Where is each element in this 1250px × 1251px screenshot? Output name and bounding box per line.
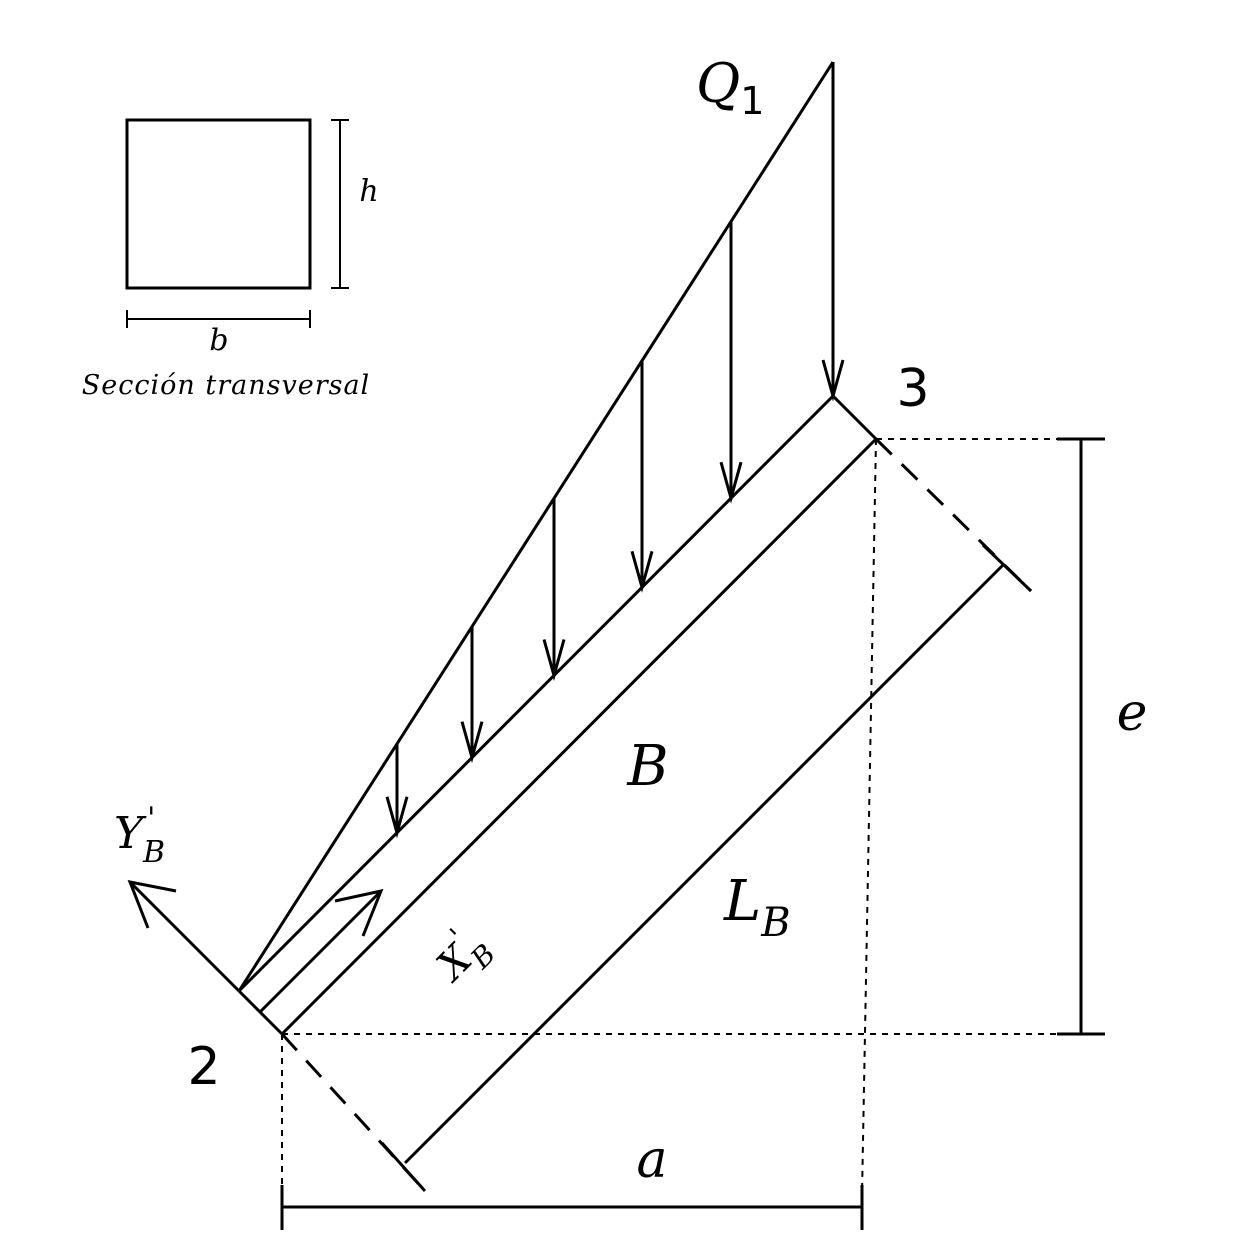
cross-section: h b Sección transversal [82,118,379,401]
member-length-label: LB [723,869,791,946]
load-subscript: 1 [740,79,764,123]
load-arrows [385,221,743,839]
node-3-label: 3 [896,359,929,419]
length-dimension [280,437,1033,1193]
local-y-axis-label: YB' [114,801,165,870]
horizontal-dimension: a [280,1130,864,1230]
height-label: h [359,174,378,209]
cross-section-rectangle [125,118,312,290]
cross-section-caption: Sección transversal [82,370,370,401]
local-y-axis-prime: ' [147,801,155,836]
distributed-load [237,61,845,992]
horizontal-dimension-label: a [636,1130,667,1190]
local-y-axis-name: Y [114,808,147,859]
node-2-label: 2 [187,1037,220,1097]
local-x-arrowhead [334,888,384,937]
member-length-name: L [723,869,761,934]
load-envelope-line [237,61,835,992]
vertical-dimension-label: e [1117,683,1148,743]
local-x-axis-label: XB' [419,915,502,998]
member-length-subscript: B [760,900,790,946]
beam-top-edge [237,394,835,993]
vertical-dimension: e [1057,437,1148,1036]
length-dimension-line [403,563,1005,1165]
base-label: b [209,323,228,358]
beam-end-cap-3 [831,394,878,441]
projection-lines [281,438,1060,1200]
local-x-axis-line [258,889,383,1014]
load-name: Q [696,52,740,115]
local-y-arrowhead [127,880,177,929]
length-tick-2 [380,1141,427,1193]
member-label: B [626,734,668,799]
projection-vertical-right [861,438,877,1196]
beam-bottom-edge [280,437,878,1036]
local-y-axis-line [128,880,241,993]
length-tick-3 [981,543,1033,593]
load-label: Q1 [696,52,764,123]
local-y-axis-subscript: B [142,835,165,870]
local-axes: YB' XB' [114,801,502,1014]
